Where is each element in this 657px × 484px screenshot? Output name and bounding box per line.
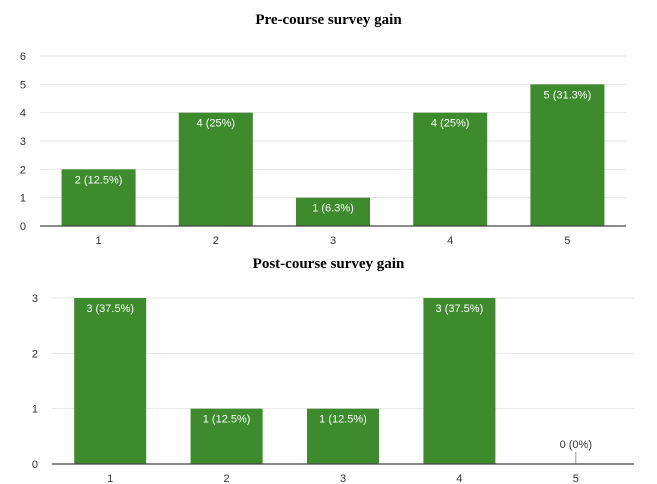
bar[interactable]	[178, 112, 253, 226]
x-tick-label: 3	[330, 235, 336, 247]
x-tick-label: 5	[564, 235, 570, 247]
bar[interactable]	[530, 84, 605, 226]
data-label: 3 (37.5%)	[436, 303, 484, 315]
x-tick-label: 1	[96, 235, 102, 247]
y-tick-label: 1	[32, 404, 38, 416]
data-label: 4 (25%)	[197, 118, 236, 130]
y-tick-label: 0	[32, 459, 38, 471]
chart-title-pre: Pre-course survey gain	[255, 12, 402, 28]
bar[interactable]	[413, 112, 488, 226]
bar[interactable]	[61, 169, 136, 226]
y-tick-label: 5	[20, 79, 26, 91]
bar[interactable]	[74, 298, 147, 464]
data-label: 1 (6.3%)	[312, 203, 354, 215]
bar[interactable]	[307, 408, 379, 464]
bar[interactable]	[296, 197, 370, 226]
y-tick-label: 2	[32, 348, 38, 360]
x-tick-label: 5	[573, 473, 579, 484]
bar-chart-post: 0 1 2 3 3 (37.5%) 1 1 (12.5%) 2 1 (12.5%) 3 3 (37.…	[32, 293, 634, 484]
x-tick-label: 4	[447, 235, 453, 247]
data-label: 5 (31.3%)	[544, 89, 592, 101]
data-label: 3 (37.5%)	[86, 303, 134, 315]
y-tick-label: 2	[20, 164, 26, 176]
bar-chart-pre: 0 1 2 3 4 5 6 2 (12.5%) 1 4 (25%) 2 1 (6.3%) 3 4 (25%…	[20, 51, 626, 247]
x-tick-label: 4	[456, 473, 462, 484]
bar[interactable]	[423, 298, 496, 464]
x-tick-label: 3	[340, 473, 346, 484]
data-label: 4 (25%)	[431, 118, 470, 130]
data-label: 1 (12.5%)	[203, 414, 251, 426]
x-tick-label: 2	[224, 473, 230, 484]
y-tick-label: 1	[20, 193, 26, 205]
bar[interactable]	[190, 408, 263, 464]
x-tick-label: 2	[213, 235, 219, 247]
y-tick-label: 3	[20, 136, 26, 148]
data-label: 2 (12.5%)	[75, 174, 123, 186]
y-tick-label: 3	[32, 293, 38, 305]
data-label: 0 (0%)	[560, 439, 592, 451]
y-tick-label: 4	[20, 108, 26, 120]
y-tick-label: 6	[20, 51, 26, 63]
chart-title-post: Post-course survey gain	[252, 256, 405, 272]
x-tick-label: 1	[107, 473, 113, 484]
data-label: 1 (12.5%)	[319, 414, 367, 426]
y-tick-label: 0	[20, 221, 26, 233]
